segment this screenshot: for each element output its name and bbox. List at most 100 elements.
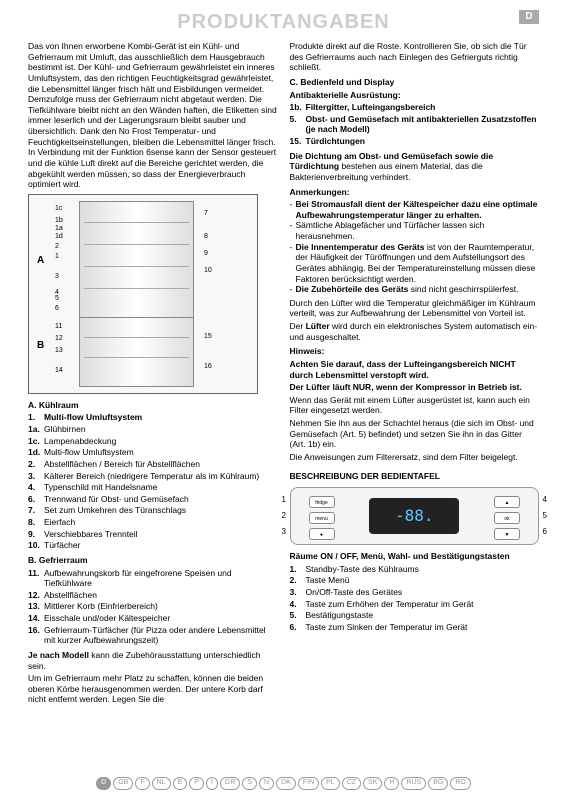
a2a: Der — [290, 321, 306, 331]
list-item: 2.Taste Menü — [290, 575, 540, 586]
list-item: 4.Taste zum Erhöhen der Temperatur im Ge… — [290, 599, 540, 610]
list-num: 2. — [28, 459, 44, 470]
list-item: 8.Eierfach — [28, 517, 278, 528]
list-item: 1c.Lampenabdeckung — [28, 436, 278, 447]
list-num: 13. — [28, 601, 44, 612]
list-text: Türdichtungen — [306, 136, 540, 147]
lang-badge[interactable]: NL — [152, 777, 171, 790]
list-item: 13.Mittlerer Korb (Einfrierbereich) — [28, 601, 278, 612]
page-title: PRODUKTANGABEN — [177, 11, 390, 33]
list-text: Gefrierraum-Türfächer (für Pizza oder an… — [44, 625, 278, 646]
lang-badge[interactable]: BG — [428, 777, 448, 790]
lang-badge[interactable]: DK — [276, 777, 296, 790]
lang-badge[interactable]: I — [206, 777, 218, 790]
dash-item: -Bei Stromausfall dient der Kältespeiche… — [290, 199, 540, 220]
list-item: 6.Taste zum Sinken der Temperatur im Ger… — [290, 622, 540, 633]
lang-badge[interactable]: PL — [321, 777, 340, 790]
section-a-head: A. Kühlraum — [28, 400, 278, 411]
list-text: Verschiebbares Trennteil — [44, 529, 278, 540]
lang-badge[interactable]: S — [242, 777, 257, 790]
down-button[interactable]: ▼ — [494, 528, 520, 540]
lang-badge[interactable]: D — [96, 777, 111, 790]
hinweis-l2: Der Lüfter läuft NUR, wenn der Kompresso… — [290, 382, 540, 393]
callout: 1d — [55, 233, 63, 242]
language-footer: DGBFNLEPIGRSNDKFINPLCZSKHRUSBGRO — [0, 776, 567, 790]
list-text: Multi-flow Umluftsystem — [44, 447, 278, 458]
list-text: Taste zum Sinken der Temperatur im Gerät — [306, 622, 540, 633]
diagram-label-b: B — [37, 340, 44, 353]
list-text: Standby-Taste des Kühlraums — [306, 564, 540, 575]
hinweis-l4: Nehmen Sie ihn aus der Schachtel heraus … — [290, 418, 540, 450]
section-c-note: Die Dichtung am Obst- und Gemüsefach sow… — [290, 151, 540, 183]
list-num: 6. — [290, 622, 306, 633]
lang-badge[interactable]: CZ — [342, 777, 361, 790]
list-text: Trennwand für Obst- und Gemüsefach — [44, 494, 278, 505]
callout: 7 — [204, 210, 208, 219]
lang-badge[interactable]: FIN — [298, 777, 319, 790]
appliance-diagram: A B 1c1b1a1d21345611121314 789101516 — [28, 194, 258, 394]
section-c-head: C. Bedienfeld und Display — [290, 77, 540, 88]
fridge-button[interactable]: fridge — [309, 496, 335, 508]
callout: 6 — [55, 305, 59, 314]
lang-badge[interactable]: RO — [450, 777, 471, 790]
callout: 16 — [204, 363, 212, 372]
list-item: 5.Bestätigungstaste — [290, 610, 540, 621]
model-note-bold: Je nach Modell — [28, 650, 89, 660]
dash-text: Sämtliche Ablagefächer und Türfächer las… — [296, 220, 540, 241]
callout: 13 — [55, 347, 63, 356]
shelf — [84, 337, 189, 338]
list-item: 6.Trennwand für Obst- und Gemüsefach — [28, 494, 278, 505]
lang-badge[interactable]: H — [384, 777, 399, 790]
list-item: 1.Standby-Taste des Kühlraums — [290, 564, 540, 575]
list-num: 4. — [28, 482, 44, 493]
list-item: 3.On/Off-Taste des Gerätes — [290, 587, 540, 598]
lang-badge[interactable]: N — [259, 777, 274, 790]
lang-badge[interactable]: RUS — [401, 777, 426, 790]
list-num: 16. — [28, 625, 44, 646]
callout: 8 — [204, 233, 208, 242]
panel-num-6: 6 — [543, 527, 547, 537]
anmerkungen-head: Anmerkungen: — [290, 187, 540, 198]
shelf — [84, 244, 189, 245]
lang-badge[interactable]: E — [173, 777, 188, 790]
panel-num-5: 5 — [543, 511, 547, 521]
up-button[interactable]: ▲ — [494, 496, 520, 508]
fridge-outline — [79, 201, 194, 387]
list-num: 8. — [28, 517, 44, 528]
lang-badge[interactable]: GR — [220, 777, 241, 790]
menu-button[interactable]: menu — [309, 512, 335, 524]
ok-button[interactable]: ok — [494, 512, 520, 524]
section-b-list: 11.Aufbewahrungskorb für eingefrorene Sp… — [28, 568, 278, 646]
hinweis-l1: Achten Sie darauf, dass der Lufteingangs… — [290, 359, 540, 380]
list-num: 15. — [290, 136, 306, 147]
list-text: Eierfach — [44, 517, 278, 528]
model-note-3: Um im Gefrierraum mehr Platz zu schaffen… — [28, 673, 278, 705]
list-item: 1a.Glühbirnen — [28, 424, 278, 435]
lang-badge[interactable]: GB — [113, 777, 133, 790]
callout: 1c — [55, 205, 62, 214]
callout: 9 — [204, 250, 208, 259]
model-note: Je nach Modell kann die Zubehörausstattu… — [28, 650, 278, 671]
list-num: 3. — [290, 587, 306, 598]
dash-text: Die Innentemperatur des Geräts ist von d… — [296, 242, 540, 285]
list-text: Multi-flow Umluftsystem — [44, 412, 278, 423]
panel-wrap: -88. fridge menu ● ▲ ok ▼ 1 2 3 4 5 6 — [290, 487, 540, 545]
list-num: 11. — [28, 568, 44, 589]
section-c-sub: Antibakterielle Ausrüstung: — [290, 90, 540, 101]
on-button[interactable]: ● — [309, 528, 335, 540]
content: Das von Ihnen erworbene Kombi-Gerät ist … — [0, 41, 567, 707]
list-num: 14. — [28, 613, 44, 624]
list-item: 12.Abstellflächen — [28, 590, 278, 601]
callout: 10 — [204, 267, 212, 276]
hinweis-l5: Die Anweisungen zum Filterersatz, sind d… — [290, 452, 540, 463]
list-num: 6. — [28, 494, 44, 505]
list-num: 12. — [28, 590, 44, 601]
panel-head: BESCHREIBUNG DER BEDIENTAFEL — [290, 471, 540, 482]
panel-display: -88. — [369, 498, 459, 534]
lang-badge[interactable]: SK — [363, 777, 382, 790]
list-text: On/Off-Taste des Gerätes — [306, 587, 540, 598]
list-item: 1.Multi-flow Umluftsystem — [28, 412, 278, 423]
lang-badge[interactable]: F — [135, 777, 149, 790]
lang-badge[interactable]: P — [189, 777, 204, 790]
list-text: Abstellflächen / Bereich für Abstellfläc… — [44, 459, 278, 470]
